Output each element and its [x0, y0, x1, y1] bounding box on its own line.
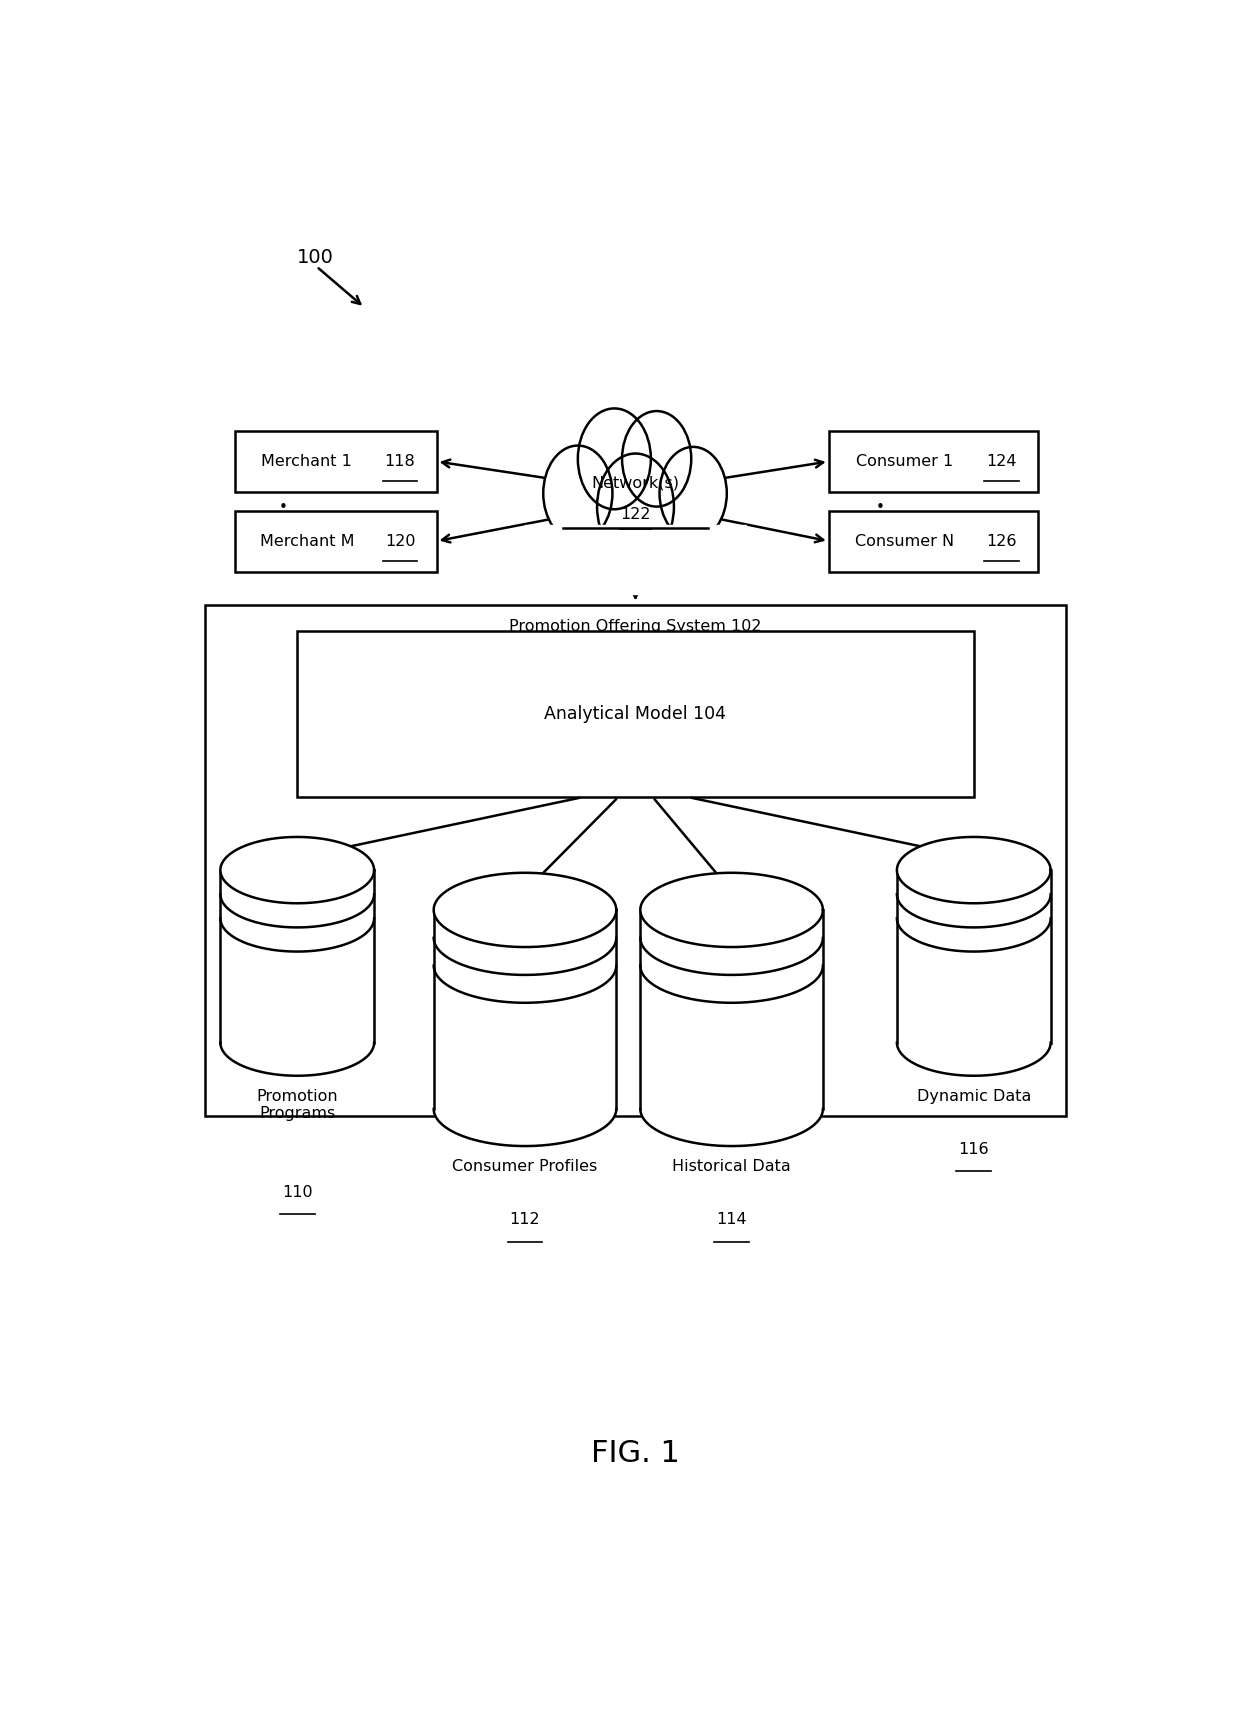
Polygon shape — [434, 910, 616, 1146]
Text: Consumer 1: Consumer 1 — [856, 453, 954, 469]
Polygon shape — [221, 837, 374, 903]
Text: •: • — [278, 477, 288, 493]
Text: Historical Data: Historical Data — [672, 1160, 791, 1175]
Text: 112: 112 — [510, 1213, 541, 1227]
Text: Promotion Offering System 102: Promotion Offering System 102 — [510, 619, 761, 634]
Polygon shape — [640, 874, 823, 948]
Text: Consumer N: Consumer N — [856, 534, 954, 548]
Bar — [525, 526, 746, 594]
Text: 122: 122 — [620, 507, 651, 522]
Bar — [205, 605, 1066, 1115]
Circle shape — [543, 446, 613, 541]
Text: 100: 100 — [298, 248, 334, 267]
Bar — [828, 431, 1038, 493]
Circle shape — [596, 453, 675, 560]
Polygon shape — [897, 870, 1050, 1075]
Circle shape — [578, 408, 651, 510]
Bar — [298, 631, 973, 798]
Circle shape — [622, 412, 691, 507]
Text: 120: 120 — [384, 534, 415, 548]
Text: 114: 114 — [717, 1213, 746, 1227]
Bar — [234, 431, 436, 493]
Bar — [234, 510, 436, 572]
Text: 124: 124 — [986, 453, 1017, 469]
Text: Analytical Model 104: Analytical Model 104 — [544, 705, 727, 724]
Text: FIG. 1: FIG. 1 — [591, 1439, 680, 1468]
Text: •: • — [278, 500, 288, 515]
Text: Network(s): Network(s) — [591, 476, 680, 491]
Text: Merchant 1: Merchant 1 — [262, 453, 352, 469]
Polygon shape — [640, 910, 823, 1146]
Text: 118: 118 — [384, 453, 415, 469]
Text: •: • — [877, 500, 885, 515]
Text: 116: 116 — [959, 1142, 990, 1158]
Text: •: • — [877, 477, 885, 493]
Text: Consumer Profiles: Consumer Profiles — [453, 1160, 598, 1175]
Text: Dynamic Data: Dynamic Data — [916, 1089, 1030, 1104]
Text: Promotion
Programs: Promotion Programs — [257, 1089, 339, 1122]
Polygon shape — [434, 874, 616, 948]
Text: 110: 110 — [281, 1184, 312, 1199]
Polygon shape — [221, 870, 374, 1075]
Polygon shape — [897, 837, 1050, 903]
Text: 126: 126 — [986, 534, 1017, 548]
Text: Merchant M: Merchant M — [259, 534, 355, 548]
Bar — [828, 510, 1038, 572]
Circle shape — [660, 446, 727, 539]
